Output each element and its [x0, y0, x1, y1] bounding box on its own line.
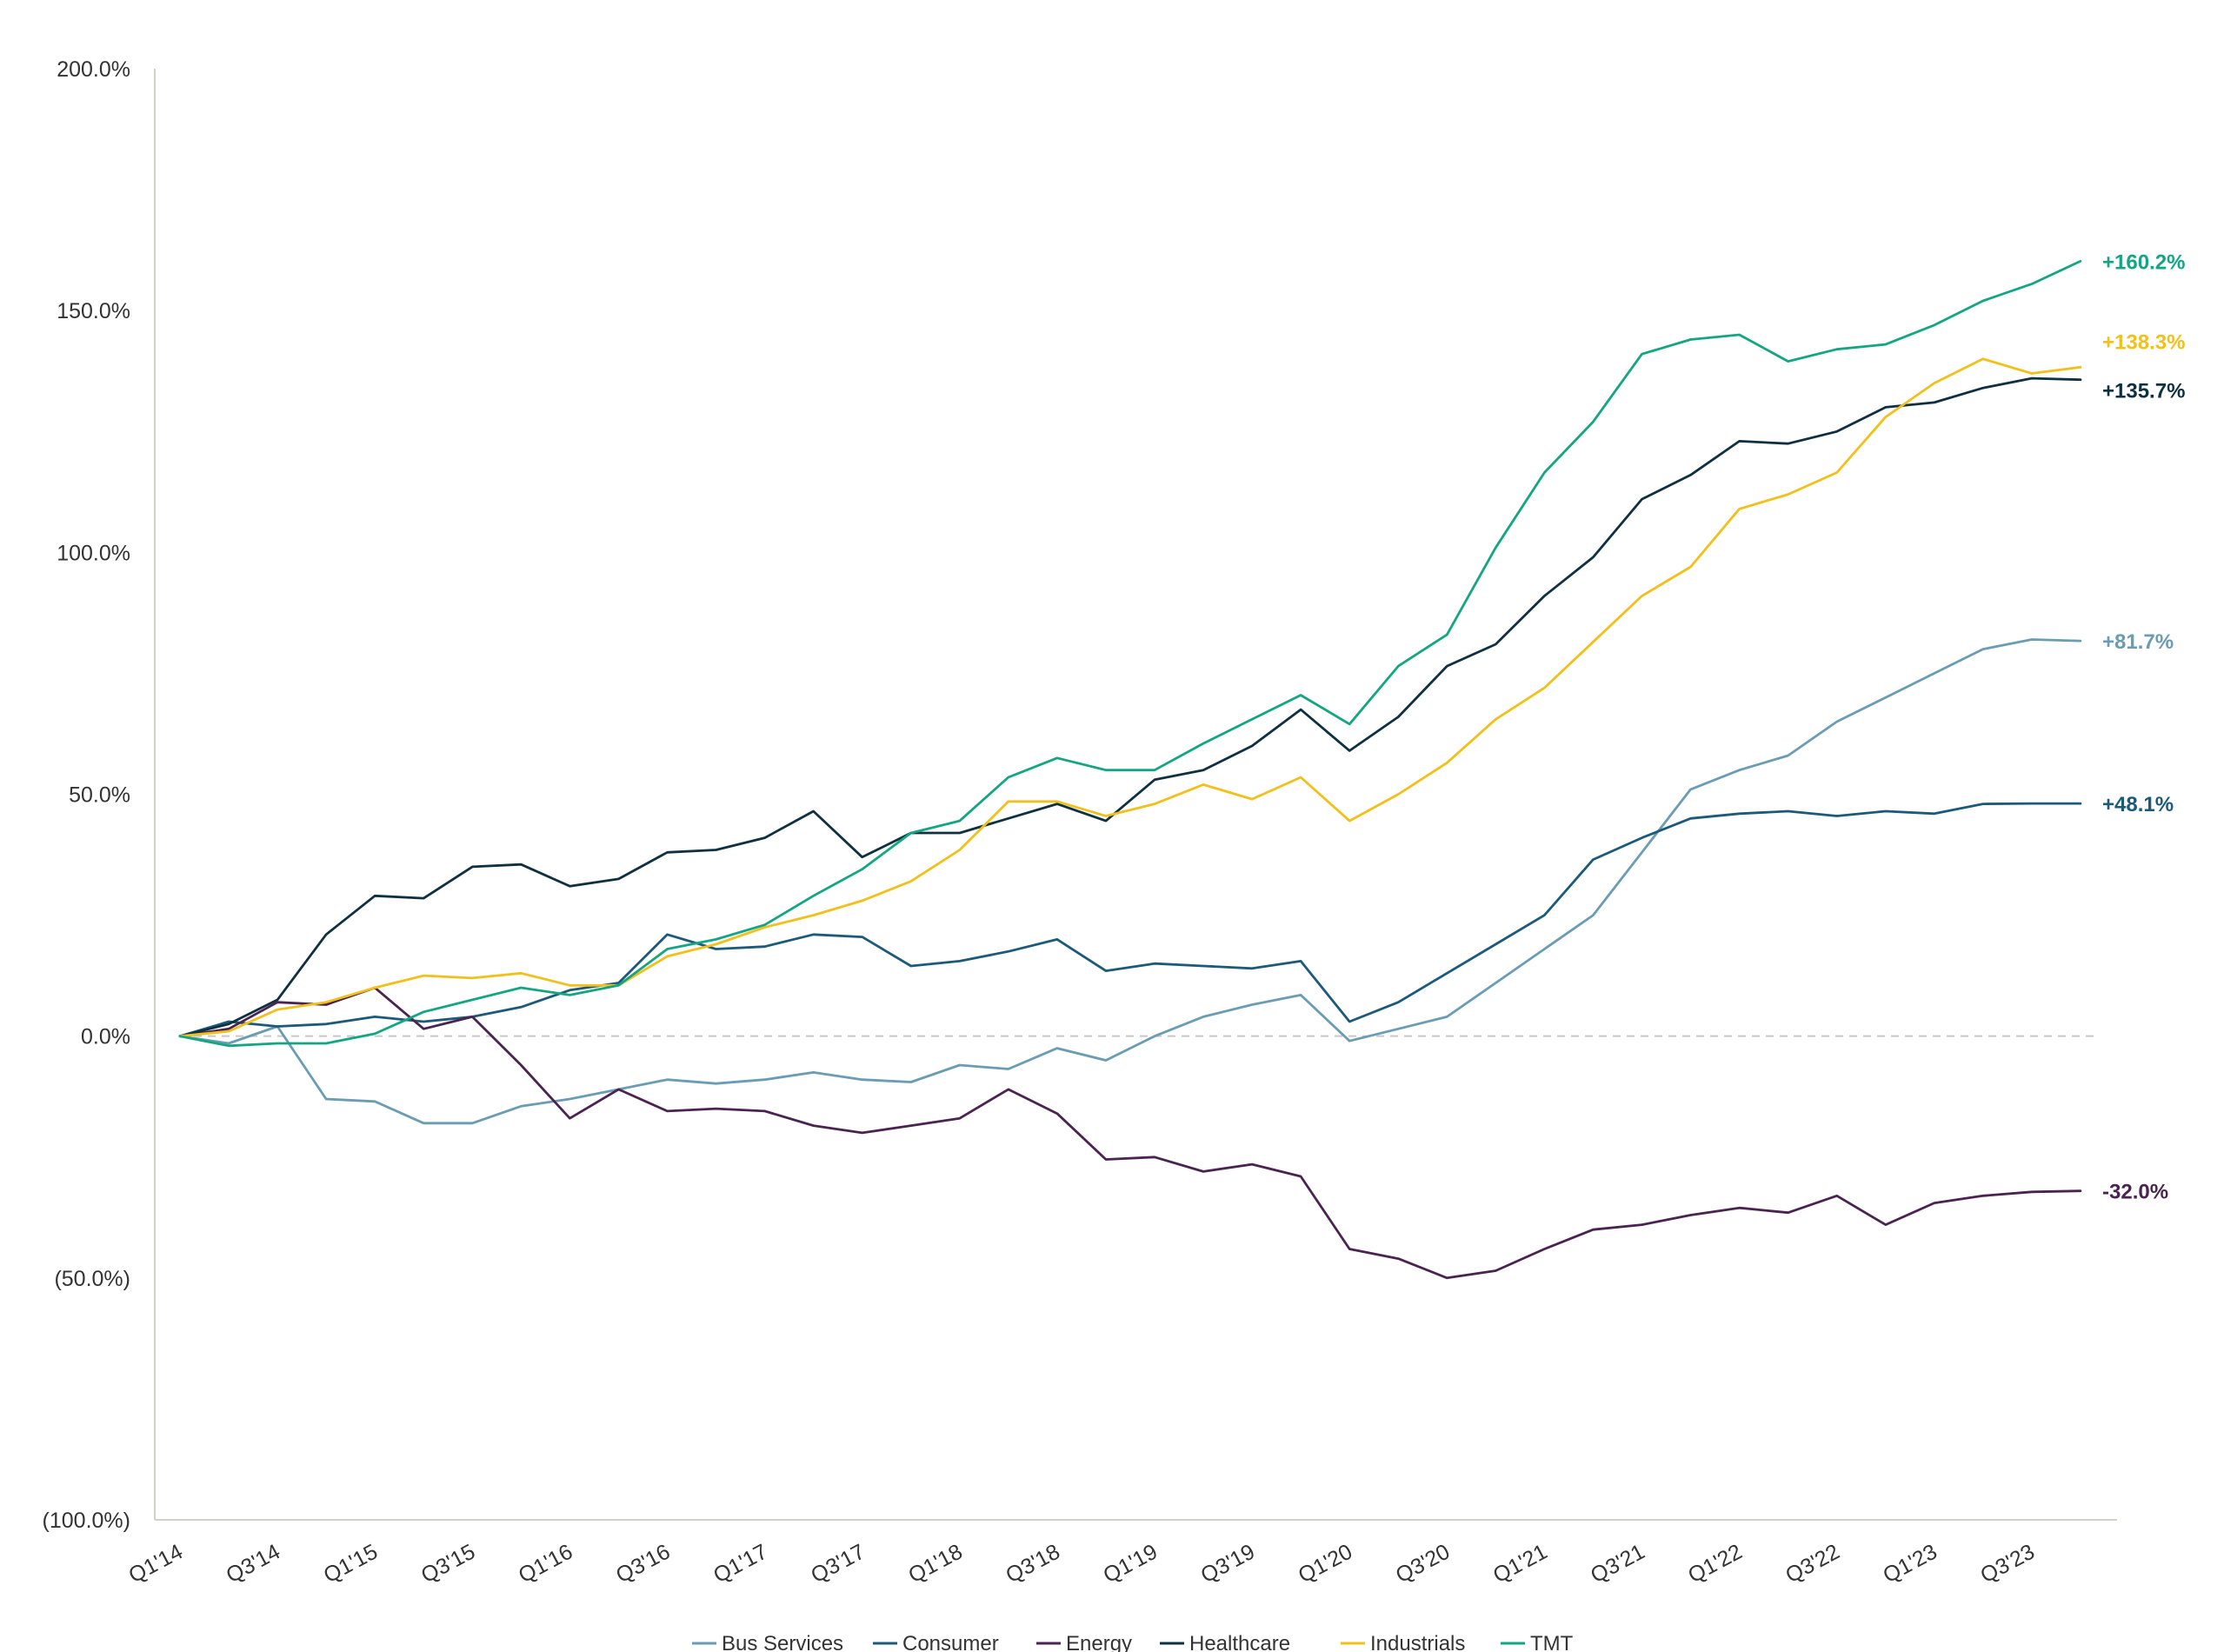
legend-label: TMT [1530, 1632, 1574, 1652]
legend-item: Consumer [873, 1632, 999, 1652]
x-axis: Q1'14 Q3'14 Q1'15 Q3'15 Q1'16 Q3'16 Q1'17 Q3'17… [124, 1519, 2117, 1589]
x-tick-label: Q1'22 [1684, 1540, 1746, 1589]
legend-label: Healthcare [1189, 1632, 1290, 1652]
series-line-healthcare [178, 376, 2082, 1038]
x-tick-label: Q1'21 [1489, 1540, 1551, 1589]
y-tick-label: 50.0% [69, 783, 130, 808]
y-tick-label: 0.0% [81, 1025, 130, 1049]
y-axis: 200.0% 150.0% 100.0% 50.0% 0.0% (50.0%) (100.0… [43, 57, 156, 1533]
y-tick-label: 100.0% [57, 541, 130, 565]
end-label-tmt: +160.2% [2102, 250, 2185, 274]
series-line-energy [178, 986, 2082, 1280]
legend-label: Energy [1066, 1632, 1132, 1652]
y-tick-label: 200.0% [57, 57, 130, 82]
end-label-bus-services: +81.7% [2102, 630, 2174, 654]
x-tick-label: Q1'17 [709, 1540, 771, 1589]
x-tick-label: Q3'17 [807, 1540, 869, 1589]
x-tick-label: Q3'16 [612, 1540, 674, 1589]
legend-label: Bus Services [722, 1632, 843, 1652]
x-tick-label: Q3'22 [1781, 1540, 1843, 1589]
x-tick-label: Q3'19 [1197, 1540, 1259, 1589]
series-line-tmt [178, 259, 2082, 1048]
x-tick-label: Q1'19 [1099, 1540, 1161, 1589]
legend-item: TMT [1501, 1632, 1574, 1652]
end-label-energy: -32.0% [2102, 1181, 2168, 1204]
y-tick-label: (50.0%) [54, 1267, 130, 1291]
x-tick-label: Q1'20 [1295, 1540, 1356, 1589]
x-tick-label: Q1'23 [1879, 1540, 1941, 1589]
x-tick-label: Q3'14 [223, 1540, 284, 1589]
x-tick-label: Q1'15 [320, 1540, 382, 1589]
series-line-industrials [178, 357, 2082, 1038]
y-tick-label: (100.0%) [43, 1509, 130, 1533]
end-labels: +81.7% +48.1% -32.0% +135.7% +138.3% +160.2% [2102, 250, 2185, 1203]
legend: Bus Services Consumer Energy Healthcare Indu… [692, 1632, 1574, 1652]
x-tick-label: Q1'14 [124, 1540, 186, 1589]
end-label-consumer: +48.1% [2102, 793, 2174, 816]
legend-item: Bus Services [692, 1632, 843, 1652]
legend-label: Consumer [902, 1632, 999, 1652]
end-label-healthcare: +135.7% [2102, 380, 2185, 403]
legend-item: Industrials [1341, 1632, 1465, 1652]
legend-label: Industrials [1370, 1632, 1465, 1652]
x-tick-label: Q3'21 [1587, 1540, 1648, 1589]
x-tick-label: Q1'18 [904, 1540, 966, 1589]
x-tick-label: Q3'20 [1392, 1540, 1454, 1589]
x-tick-label: Q1'16 [515, 1540, 576, 1589]
x-tick-label: Q3'15 [417, 1540, 479, 1589]
x-tick-label: Q3'23 [1976, 1540, 2038, 1589]
y-tick-label: 150.0% [57, 299, 130, 323]
series-group [178, 259, 2082, 1280]
legend-item: Healthcare [1160, 1632, 1290, 1652]
series-line-consumer [178, 802, 2082, 1038]
x-tick-label: Q3'18 [1002, 1540, 1063, 1589]
end-label-industrials: +138.3% [2102, 330, 2185, 354]
legend-item: Energy [1036, 1632, 1132, 1652]
series-line-bus-services [178, 638, 2082, 1125]
